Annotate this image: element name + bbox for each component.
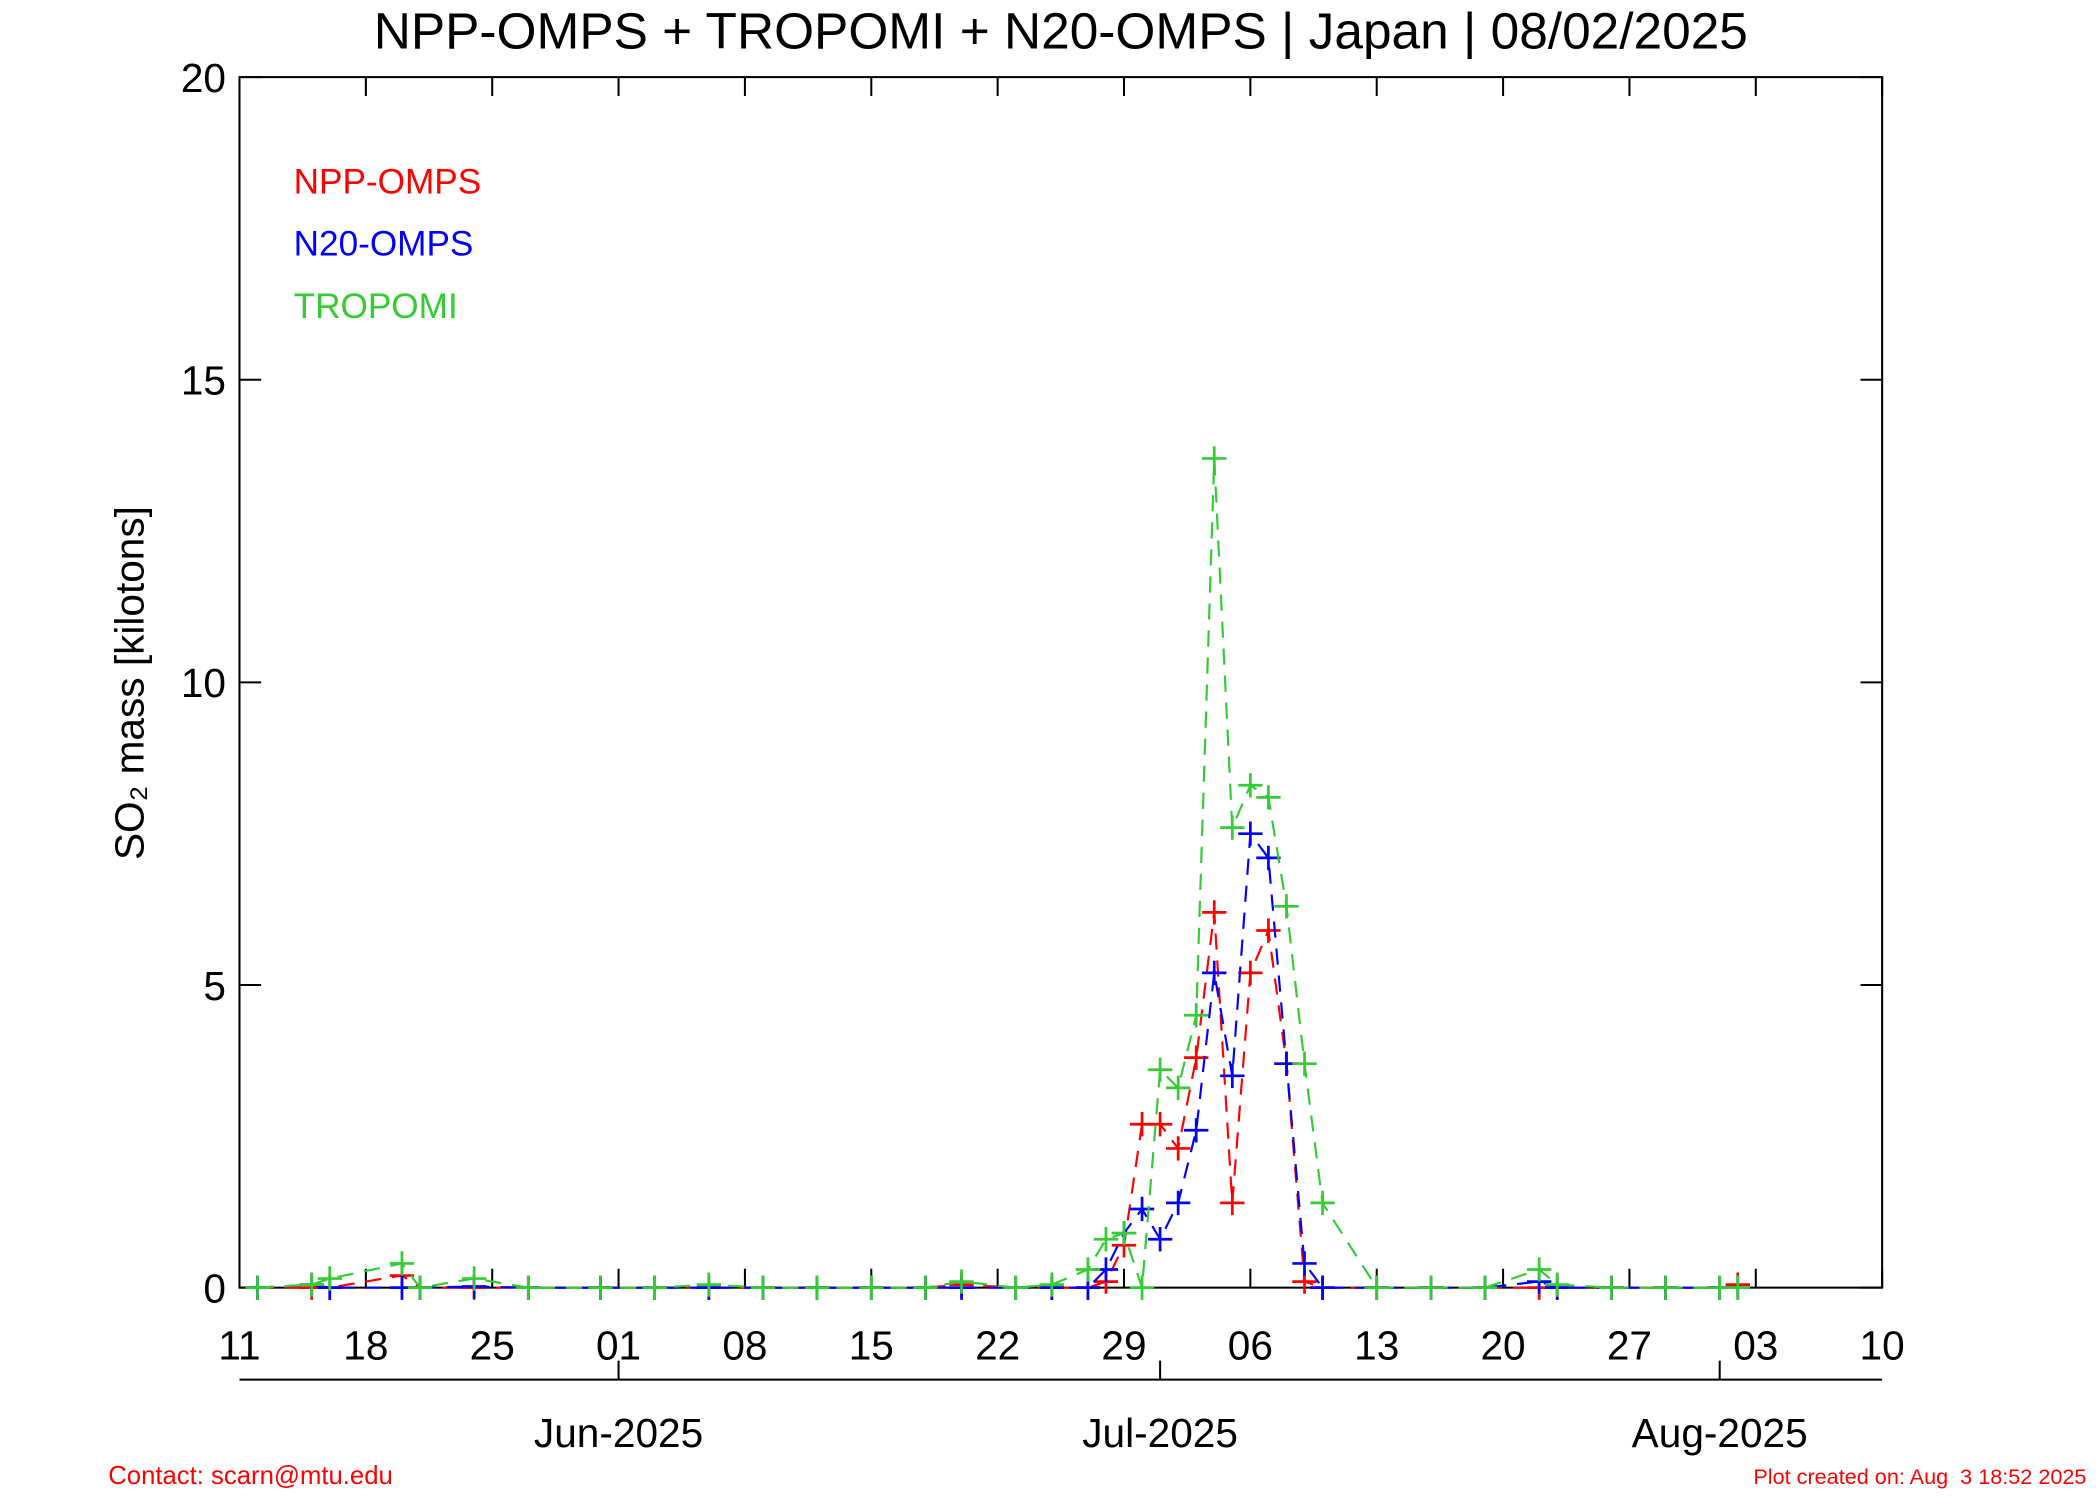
month-tick-label: Jul-2025: [1082, 1410, 1238, 1456]
data-marker: [1256, 785, 1281, 810]
data-marker: [1599, 1275, 1624, 1300]
data-marker: [1202, 446, 1227, 471]
footer-contact: Contact: scarn@mtu.edu: [108, 1462, 393, 1490]
data-marker: [1220, 1190, 1245, 1216]
data-marker: [1003, 1275, 1028, 1300]
y-tick-label: 15: [181, 358, 226, 404]
data-marker: [1129, 1275, 1155, 1300]
data-marker: [1527, 1257, 1552, 1282]
data-marker: [1256, 918, 1281, 943]
x-tick-label: 18: [343, 1322, 388, 1368]
data-marker: [1075, 1257, 1101, 1282]
data-marker: [1220, 815, 1245, 840]
data-marker: [1165, 1136, 1191, 1161]
data-marker: [1256, 845, 1281, 871]
x-tick-label: 15: [849, 1322, 894, 1368]
data-marker: [1238, 960, 1263, 986]
data-marker: [1310, 1190, 1335, 1216]
x-tick-label: 08: [722, 1322, 767, 1368]
data-marker: [1111, 1220, 1137, 1246]
data-marker: [1147, 1112, 1173, 1137]
x-tick-label: 22: [975, 1322, 1020, 1368]
data-marker: [1220, 1063, 1245, 1088]
data-marker: [389, 1251, 415, 1276]
x-tick-label: 20: [1481, 1322, 1526, 1368]
legend-entry: N20-OMPS: [294, 225, 474, 264]
data-marker: [1202, 960, 1227, 986]
x-tick-label: 11: [218, 1322, 260, 1368]
data-marker: [516, 1275, 541, 1300]
x-tick-label: 01: [596, 1322, 641, 1368]
x-tick-label: 13: [1354, 1322, 1399, 1368]
data-marker: [1202, 900, 1227, 925]
data-marker: [588, 1275, 613, 1300]
data-marker: [696, 1272, 722, 1297]
data-marker: [1238, 773, 1263, 798]
footer-created: Plot created on: Aug 3 18:52 2025: [1753, 1464, 2086, 1489]
data-marker: [1093, 1227, 1119, 1252]
x-tick-label: 25: [470, 1322, 515, 1368]
legend-entry: TROPOMI: [294, 287, 458, 326]
data-marker: [1147, 1057, 1173, 1082]
data-marker: [642, 1275, 667, 1300]
data-marker: [913, 1275, 938, 1300]
month-tick-label: Aug-2025: [1632, 1410, 1808, 1456]
data-marker: [1238, 821, 1263, 846]
data-marker: [1165, 1190, 1191, 1216]
x-tick-label: 10: [1860, 1322, 1905, 1368]
y-tick-label: 5: [203, 963, 226, 1009]
month-tick-label: Jun-2025: [534, 1410, 703, 1456]
data-marker: [1310, 1275, 1335, 1300]
data-marker: [461, 1266, 487, 1291]
data-marker: [1039, 1272, 1064, 1297]
series-line: [257, 458, 1738, 1289]
data-marker: [1184, 1003, 1209, 1028]
y-axis-label: SO₂ mass [kilotons]: [106, 506, 152, 860]
data-marker: [245, 1275, 270, 1300]
y-tick-label: 20: [181, 55, 226, 101]
x-tick-label: 27: [1607, 1322, 1652, 1368]
data-marker: [859, 1275, 884, 1300]
x-tick-label: 29: [1101, 1322, 1146, 1368]
data-marker: [1129, 1196, 1155, 1222]
x-tick-label: 03: [1733, 1322, 1778, 1368]
data-marker: [1725, 1275, 1750, 1300]
data-marker: [1147, 1227, 1173, 1252]
data-marker: [1418, 1275, 1444, 1300]
data-marker: [1165, 1075, 1191, 1101]
data-marker: [750, 1275, 776, 1300]
data-marker: [1472, 1275, 1498, 1300]
data-marker: [1653, 1275, 1678, 1300]
y-tick-label: 10: [181, 660, 226, 706]
legend-entry: NPP-OMPS: [294, 162, 482, 201]
data-marker: [1292, 1051, 1317, 1076]
data-marker: [407, 1275, 433, 1300]
data-marker: [804, 1275, 830, 1300]
data-marker: [1292, 1251, 1317, 1276]
x-tick-label: 06: [1228, 1322, 1273, 1368]
data-marker: [949, 1269, 974, 1294]
y-tick-label: 0: [203, 1266, 226, 1312]
data-marker: [299, 1272, 324, 1297]
data-marker: [1274, 894, 1299, 919]
data-marker: [1364, 1275, 1389, 1300]
data-marker: [1545, 1272, 1570, 1297]
series-line: [257, 830, 1738, 1289]
chart-title: NPP-OMPS + TROPOMI + N20-OMPS | Japan | …: [374, 2, 1748, 60]
data-marker: [317, 1266, 342, 1291]
data-marker: [1184, 1118, 1209, 1143]
